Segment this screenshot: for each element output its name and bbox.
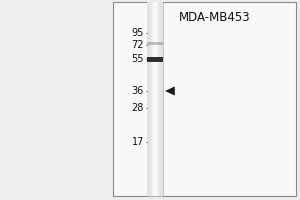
Text: 36: 36 xyxy=(132,86,144,96)
Bar xyxy=(152,2,153,196)
Bar xyxy=(147,2,148,196)
Bar xyxy=(154,2,155,196)
Bar xyxy=(148,2,149,196)
Text: 72: 72 xyxy=(131,40,144,50)
Polygon shape xyxy=(165,86,175,96)
Bar xyxy=(156,2,157,196)
FancyBboxPatch shape xyxy=(113,2,296,196)
Bar xyxy=(147,56,163,62)
Bar xyxy=(147,42,163,45)
Text: MDA-MB453: MDA-MB453 xyxy=(179,11,250,24)
Text: 17: 17 xyxy=(132,137,144,147)
Text: 55: 55 xyxy=(131,54,144,64)
Bar xyxy=(151,2,152,196)
Bar xyxy=(147,2,163,196)
Bar xyxy=(157,2,158,196)
Bar xyxy=(162,2,163,196)
Bar xyxy=(161,2,162,196)
Text: 28: 28 xyxy=(132,103,144,113)
Bar xyxy=(153,2,154,196)
Bar xyxy=(158,2,159,196)
Bar xyxy=(159,2,160,196)
Bar xyxy=(149,2,150,196)
Bar xyxy=(155,2,156,196)
Bar xyxy=(150,2,151,196)
Text: 95: 95 xyxy=(132,28,144,38)
Bar xyxy=(160,2,161,196)
